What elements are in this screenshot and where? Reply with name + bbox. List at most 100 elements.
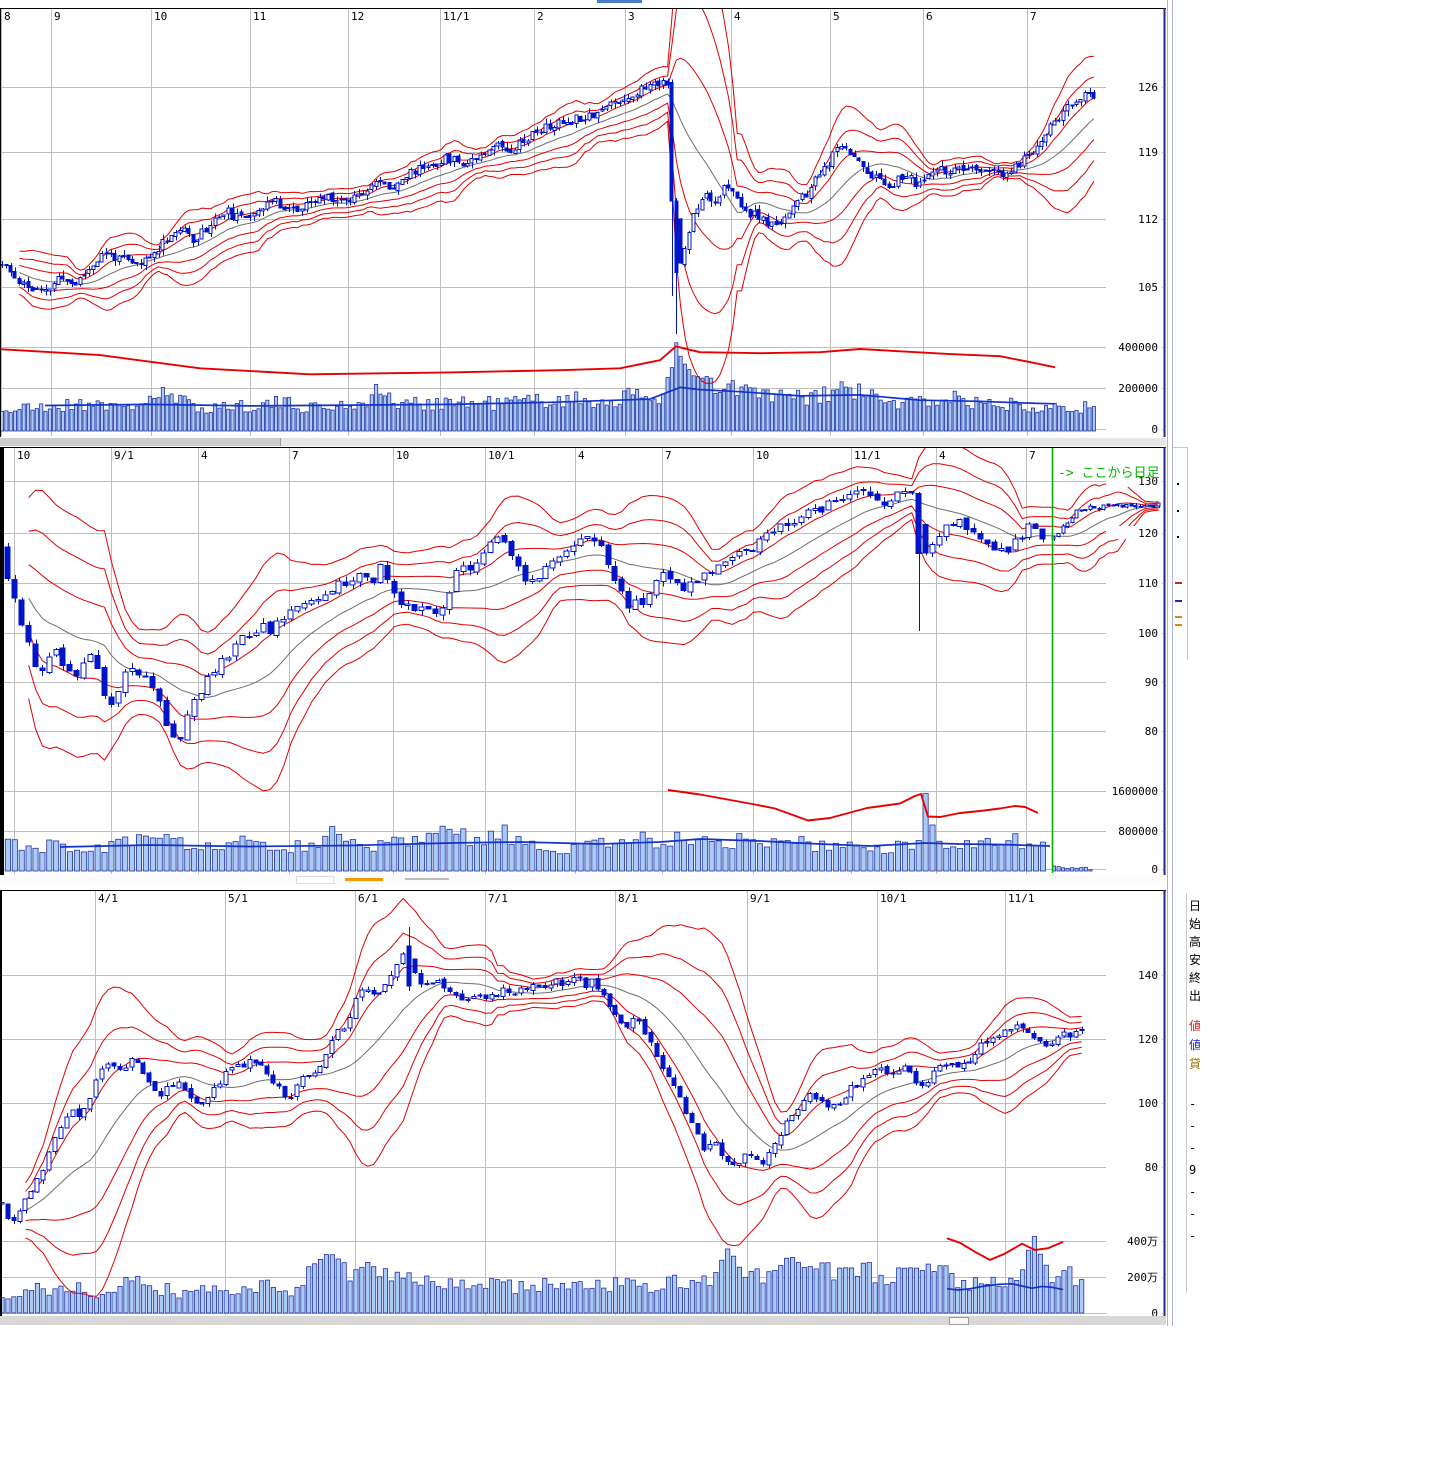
grid-layer <box>0 9 1163 436</box>
svg-text:6: 6 <box>926 10 933 23</box>
chart-panel-weekly-daily[interactable]: 10 9/1 4 7 10 10/1 4 7 10 11/1 4 7 130 120 110 100 90 80 1… <box>0 447 1166 875</box>
chart-panel-daily-year[interactable]: 8 9 10 11 12 11/1 2 3 4 5 6 7 126 119 112 105 400000 2000… <box>0 8 1166 437</box>
svg-text:0: 0 <box>1151 423 1158 436</box>
svg-text:7/1: 7/1 <box>488 892 508 905</box>
legend-mark <box>1177 483 1179 485</box>
scrollbar-box[interactable] <box>296 876 334 884</box>
svg-text:10: 10 <box>17 449 30 462</box>
legend-mark <box>1177 536 1179 538</box>
info-row: - <box>1189 1119 1197 1133</box>
svg-text:5: 5 <box>833 10 840 23</box>
svg-text:0: 0 <box>1151 863 1158 875</box>
scrollbar-thumb[interactable] <box>0 438 281 446</box>
clipped-info-panel: 日始高安終出値値貸 - - - 9 - - - <box>1186 893 1200 1293</box>
svg-text:105: 105 <box>1138 281 1158 294</box>
svg-text:126: 126 <box>1138 81 1158 94</box>
grid-layer <box>0 891 1163 1315</box>
svg-text:110: 110 <box>1138 577 1158 590</box>
overlay-lines-layer <box>0 345 1056 407</box>
info-row: 始 <box>1189 917 1200 931</box>
svg-text:4: 4 <box>201 449 208 462</box>
svg-text:4/1: 4/1 <box>98 892 118 905</box>
chart-panel-daily-8mo[interactable]: 4/1 5/1 6/1 7/1 8/1 9/1 10/1 11/1 140 120 100 80 400… <box>0 890 1166 1316</box>
svg-text:7: 7 <box>1030 10 1037 23</box>
svg-text:4: 4 <box>734 10 741 23</box>
svg-text:7: 7 <box>292 449 299 462</box>
svg-text:11: 11 <box>253 10 266 23</box>
scrollbar-bottom-chart[interactable] <box>0 1316 1166 1325</box>
svg-text:5/1: 5/1 <box>228 892 248 905</box>
svg-text:7: 7 <box>1029 449 1036 462</box>
svg-text:12: 12 <box>351 10 364 23</box>
svg-text:11/1: 11/1 <box>854 449 881 462</box>
info-row: 貸 <box>1189 1057 1200 1071</box>
legend-mark <box>1175 616 1182 618</box>
info-row: 9 <box>1189 1163 1197 1177</box>
info-row: - <box>1189 1141 1197 1155</box>
legend-mark <box>1175 582 1182 584</box>
svg-text:119: 119 <box>1138 146 1158 159</box>
svg-text:120: 120 <box>1138 527 1158 540</box>
svg-text:400万: 400万 <box>1127 1235 1158 1248</box>
bollinger-bands-layer <box>28 448 1159 792</box>
daily-from-here-annotation: -> ここから日足 <box>1058 466 1160 481</box>
svg-text:9: 9 <box>54 10 61 23</box>
overlay-lines-layer <box>59 789 1051 848</box>
bollinger-bands-layer <box>19 9 1095 384</box>
svg-text:130: 130 <box>1138 475 1158 488</box>
svg-text:10/1: 10/1 <box>488 449 515 462</box>
info-row: 値 <box>1189 1019 1200 1033</box>
scrollbar-box[interactable] <box>949 1317 969 1325</box>
svg-text:400000: 400000 <box>1118 341 1158 354</box>
candles-layer <box>0 485 1161 742</box>
scrollbar-middle-chart[interactable] <box>0 875 1166 884</box>
svg-text:140: 140 <box>1138 969 1158 982</box>
svg-text:200000: 200000 <box>1118 382 1158 395</box>
panel-border <box>0 447 1166 875</box>
svg-text:2: 2 <box>537 10 544 23</box>
svg-text:100: 100 <box>1138 627 1158 640</box>
info-row: - <box>1189 1097 1197 1111</box>
svg-text:7: 7 <box>665 449 672 462</box>
svg-text:4: 4 <box>578 449 585 462</box>
panel-border <box>0 8 1166 437</box>
legend-mark <box>1175 624 1182 626</box>
axis-labels-layer: 4/1 5/1 6/1 7/1 8/1 9/1 10/1 11/1 140 120 100 80 400… <box>98 892 1162 1316</box>
svg-text:10: 10 <box>154 10 167 23</box>
info-row: - <box>1189 1185 1197 1199</box>
overlay-lines-layer <box>946 1237 1064 1291</box>
svg-text:1600000: 1600000 <box>1112 785 1158 798</box>
svg-text:100: 100 <box>1138 1097 1158 1110</box>
clipped-legend-sliver <box>1173 447 1188 660</box>
scrollbar-gray-marker <box>405 878 449 880</box>
legend-mark <box>1175 600 1182 602</box>
svg-text:9/1: 9/1 <box>750 892 770 905</box>
info-row: 安 <box>1189 953 1200 967</box>
info-row: - <box>1189 1207 1197 1221</box>
info-row: 高 <box>1189 935 1200 949</box>
svg-text:10/1: 10/1 <box>880 892 907 905</box>
svg-text:0: 0 <box>1151 1307 1158 1316</box>
scrollbar-orange-marker <box>345 878 383 881</box>
info-row: 日 <box>1189 899 1200 913</box>
svg-text:10: 10 <box>756 449 769 462</box>
svg-text:80: 80 <box>1145 1161 1158 1174</box>
info-row: 値 <box>1189 1038 1200 1052</box>
svg-text:120: 120 <box>1138 1033 1158 1046</box>
svg-text:6/1: 6/1 <box>358 892 378 905</box>
svg-text:4: 4 <box>939 449 946 462</box>
svg-text:800000: 800000 <box>1118 825 1158 838</box>
svg-text:90: 90 <box>1145 676 1158 689</box>
background-window-sliver <box>597 0 642 3</box>
volume-layer <box>0 793 1093 872</box>
volume-layer <box>0 1236 1085 1314</box>
svg-text:8/1: 8/1 <box>618 892 638 905</box>
scrollbar-top-chart[interactable] <box>0 437 1166 446</box>
svg-text:11/1: 11/1 <box>1008 892 1035 905</box>
svg-text:80: 80 <box>1145 725 1158 738</box>
svg-text:9/1: 9/1 <box>114 449 134 462</box>
svg-text:3: 3 <box>628 10 635 23</box>
clipped-window-edge <box>1167 0 1173 1326</box>
svg-text:112: 112 <box>1138 213 1158 226</box>
